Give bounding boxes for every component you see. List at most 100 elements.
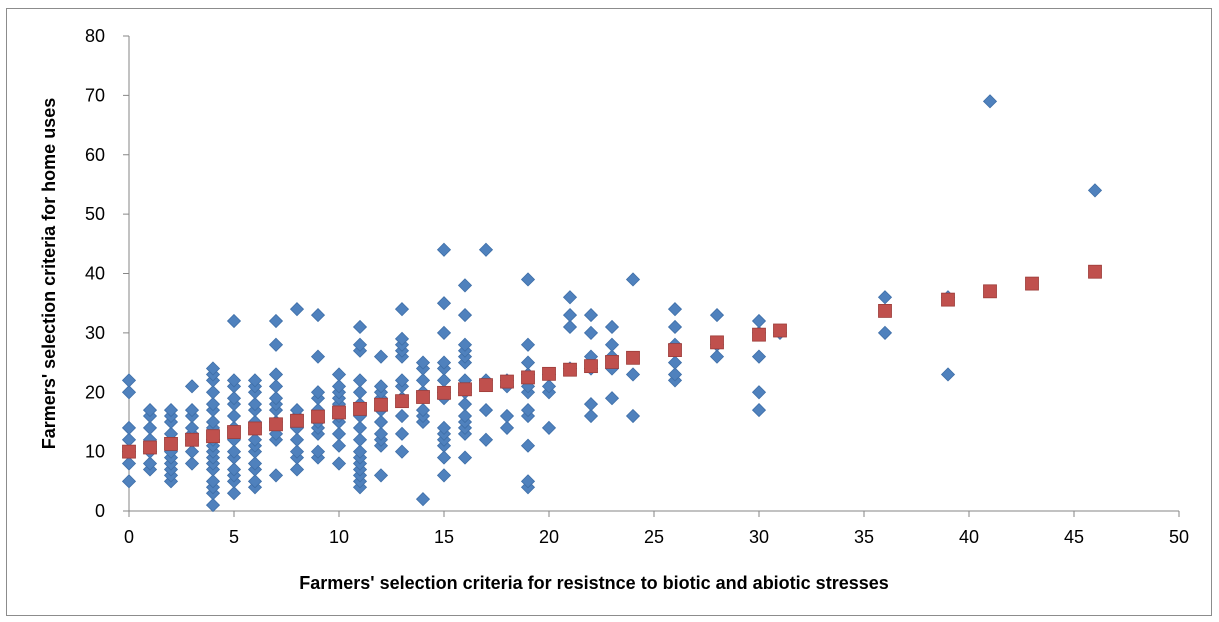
y-tick-label: 80 [85, 26, 105, 46]
observed-point [478, 242, 494, 257]
observed-point [520, 272, 536, 287]
axes [128, 36, 1179, 512]
fitted-point [773, 323, 787, 338]
observed-point [583, 307, 599, 323]
x-tick-label: 35 [854, 527, 874, 547]
observed-point [310, 307, 326, 323]
observed-point [394, 331, 410, 346]
observed-point [331, 456, 347, 471]
fitted-point [563, 362, 577, 377]
observed-point [457, 307, 473, 323]
observed-point [415, 402, 431, 418]
observed-point [625, 272, 641, 287]
x-tick-label: 40 [959, 527, 979, 547]
observed-point [667, 355, 683, 370]
y-tick-label: 40 [85, 264, 105, 284]
observed-point [1087, 183, 1103, 198]
observed-point [184, 444, 200, 459]
observed-point [751, 385, 767, 400]
observed-point [121, 432, 137, 447]
observed-point [352, 444, 368, 459]
y-tick-label: 10 [85, 442, 105, 462]
observed-point [709, 307, 725, 323]
observed-point [709, 349, 725, 364]
observed-point [625, 367, 641, 382]
observed-point [604, 391, 620, 406]
observed-point [394, 426, 410, 441]
observed-point [226, 444, 242, 459]
observed-point [352, 432, 368, 447]
observed-point [310, 385, 326, 400]
observed-point [247, 373, 263, 388]
observed-point [289, 462, 305, 477]
x-axis-ticks: 0 5 10 15 20 25 30 35 40 45 50 [124, 511, 1189, 547]
observed-point [520, 355, 536, 370]
observed-point [352, 373, 368, 388]
observed-point [121, 420, 137, 435]
x-tick-label: 25 [644, 527, 664, 547]
observed-point [226, 373, 242, 388]
observed-point [457, 408, 473, 424]
observed-point [457, 278, 473, 293]
observed-point [436, 325, 452, 340]
observed-point [310, 349, 326, 364]
observed-point [247, 432, 263, 447]
observed-point [226, 408, 242, 424]
y-tick-label: 0 [95, 501, 105, 521]
fitted-series [122, 264, 1102, 459]
observed-point [394, 444, 410, 459]
observed-point [436, 242, 452, 257]
observed-point [121, 385, 137, 400]
observed-point [247, 456, 263, 471]
observed-point [331, 379, 347, 394]
y-tick-label: 70 [85, 85, 105, 105]
fitted-point [479, 378, 493, 393]
y-tick-label: 30 [85, 323, 105, 343]
fitted-point [143, 440, 157, 455]
y-axis-label: Farmers' selection criteria for home use… [39, 98, 59, 449]
fitted-point [710, 335, 724, 350]
x-tick-label: 0 [124, 527, 134, 547]
observed-point [226, 313, 242, 329]
observed-point [541, 379, 557, 394]
observed-point [205, 385, 221, 400]
observed-point [436, 355, 452, 370]
observed-point [352, 319, 368, 335]
observed-point [373, 468, 389, 483]
fitted-point [1025, 276, 1039, 291]
observed-point [436, 468, 452, 483]
fitted-point [374, 397, 388, 412]
observed-point [205, 497, 221, 513]
observed-point [478, 432, 494, 447]
x-tick-label: 30 [749, 527, 769, 547]
observed-point [121, 373, 137, 388]
observed-point [394, 373, 410, 388]
observed-point [541, 420, 557, 435]
fitted-point [1088, 264, 1102, 279]
observed-point [247, 397, 263, 412]
observed-point [436, 450, 452, 465]
observed-point [562, 319, 578, 335]
observed-point [436, 420, 452, 435]
observed-point [457, 337, 473, 352]
fitted-point [605, 355, 619, 369]
fitted-point [521, 370, 535, 385]
observed-point [289, 302, 305, 317]
fitted-point [542, 366, 556, 381]
observed-point [373, 349, 389, 364]
observed-point [436, 373, 452, 388]
observed-point [142, 420, 158, 435]
observed-point [184, 456, 200, 471]
observed-point [205, 397, 221, 412]
observed-point [751, 402, 767, 418]
observed-point [604, 337, 620, 352]
observed-point [268, 468, 284, 483]
x-tick-label: 50 [1169, 527, 1189, 547]
observed-point [184, 402, 200, 418]
observed-point [667, 302, 683, 317]
observed-point [205, 474, 221, 489]
observed-point [373, 426, 389, 441]
observed-point [520, 402, 536, 418]
observed-point [520, 474, 536, 489]
observed-point [562, 290, 578, 305]
